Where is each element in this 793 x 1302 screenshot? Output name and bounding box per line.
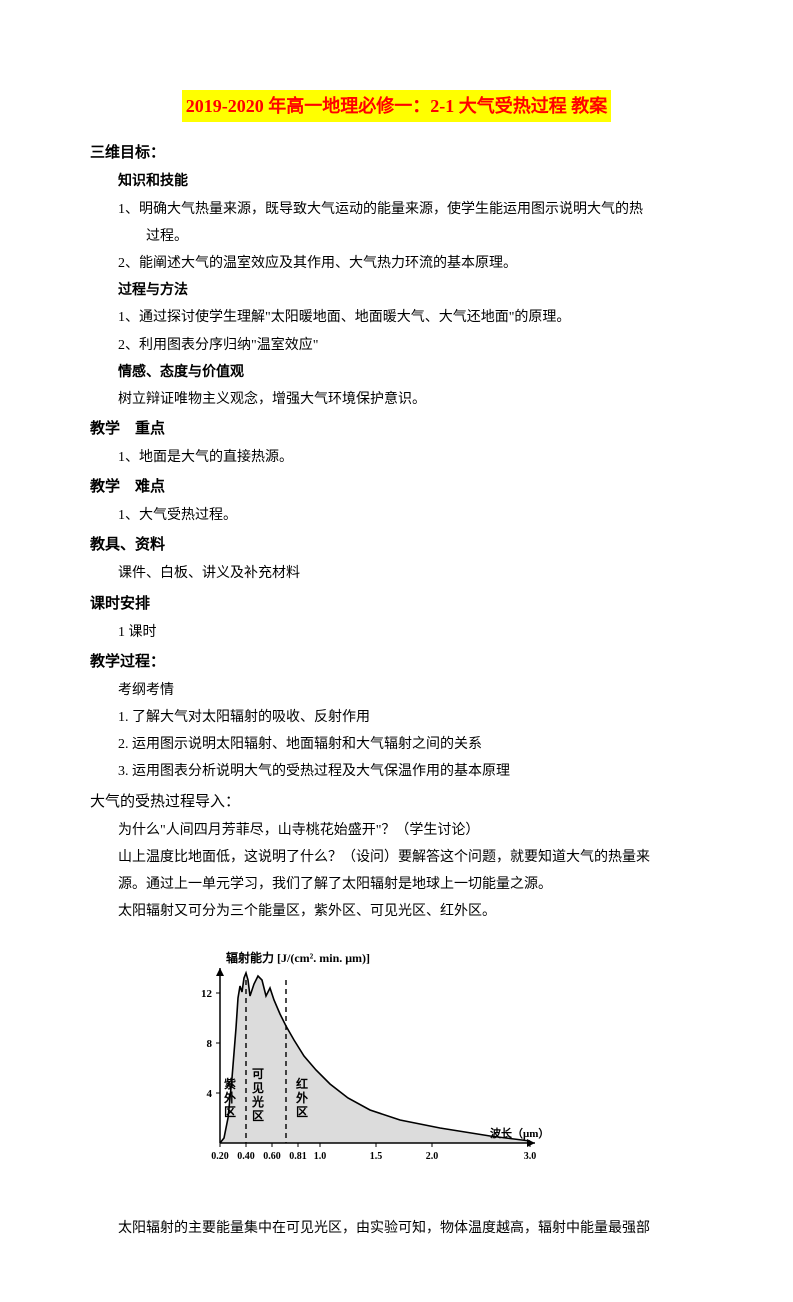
- body-line: 2、能阐述大气的温室效应及其作用、大气热力环流的基本原理。: [90, 251, 703, 276]
- svg-text:区: 区: [296, 1105, 308, 1119]
- heading-intro: 大气的受热过程导入：: [90, 789, 703, 816]
- body-line: 过程。: [90, 224, 703, 249]
- svg-text:红: 红: [296, 1076, 308, 1091]
- svg-text:1.5: 1.5: [370, 1151, 383, 1162]
- body-line: 1、明确大气热量来源，既导致大气运动的能量来源，使学生能运用图示说明大气的热: [90, 197, 703, 222]
- svg-text:1.0: 1.0: [314, 1151, 327, 1162]
- svg-text:2.0: 2.0: [426, 1151, 439, 1162]
- heading-schedule: 课时安排: [90, 591, 703, 618]
- body-line: 课件、白板、讲义及补充材料: [90, 561, 703, 586]
- body-line: 树立辩证唯物主义观念，增强大气环境保护意识。: [90, 387, 703, 412]
- svg-text:12: 12: [201, 988, 213, 1000]
- body-line: 考纲考情: [90, 678, 703, 703]
- body-line: 源。通过上一单元学习，我们了解了太阳辐射是地球上一切能量之源。: [90, 872, 703, 897]
- title-row: 2019-2020 年高一地理必修一：2-1 大气受热过程 教案: [90, 90, 703, 132]
- svg-text:外: 外: [296, 1090, 308, 1105]
- subheading-process: 过程与方法: [90, 278, 703, 303]
- svg-text:区: 区: [224, 1105, 236, 1119]
- body-line: 太阳辐射又可分为三个能量区，紫外区、可见光区、红外区。: [90, 899, 703, 924]
- svg-text:辐射能力 [J/(cm². min. μm)]: 辐射能力 [J/(cm². min. μm)]: [226, 950, 370, 965]
- footer-line: 太阳辐射的主要能量集中在可见光区，由实验可知，物体温度越高，辐射中能量最强部: [90, 1216, 703, 1241]
- svg-text:外: 外: [224, 1090, 236, 1105]
- heading-goals: 三维目标：: [90, 140, 703, 167]
- svg-text:波长（μm）: 波长（μm）: [490, 1126, 549, 1140]
- body-line: 1 课时: [90, 620, 703, 645]
- svg-text:0.20: 0.20: [211, 1151, 229, 1162]
- svg-text:8: 8: [207, 1038, 213, 1050]
- spectrum-chart: 4 8 12 0.20 0.40 0.60 0.81 1.0 1.5 2.0 3.0 辐射能力 [J/…: [90, 938, 703, 1198]
- svg-text:紫: 紫: [224, 1076, 236, 1091]
- svg-text:0.60: 0.60: [263, 1151, 281, 1162]
- svg-text:可: 可: [252, 1067, 264, 1081]
- body-line: 3. 运用图表分析说明大气的受热过程及大气保温作用的基本原理: [90, 759, 703, 784]
- svg-text:见: 见: [252, 1081, 264, 1095]
- page-title: 2019-2020 年高一地理必修一：2-1 大气受热过程 教案: [182, 90, 612, 122]
- svg-text:0.81: 0.81: [289, 1151, 307, 1162]
- svg-text:3.0: 3.0: [524, 1151, 537, 1162]
- body-line: 为什么"人间四月芳菲尽，山寺桃花始盛开"？（学生讨论）: [90, 818, 703, 843]
- body-line: 1、通过探讨使学生理解"太阳暖地面、地面暖大气、大气还地面"的原理。: [90, 305, 703, 330]
- svg-text:4: 4: [207, 1088, 213, 1100]
- body-line: 2、利用图表分序归纳"温室效应": [90, 333, 703, 358]
- subheading-values: 情感、态度与价值观: [90, 360, 703, 385]
- body-line: 1、大气受热过程。: [90, 503, 703, 528]
- svg-text:光: 光: [251, 1094, 264, 1109]
- body-line: 2. 运用图示说明太阳辐射、地面辐射和大气辐射之间的关系: [90, 732, 703, 757]
- heading-difficulty: 教学 难点: [90, 474, 703, 501]
- body-line: 1. 了解大气对太阳辐射的吸收、反射作用: [90, 705, 703, 730]
- spectrum-svg: 4 8 12 0.20 0.40 0.60 0.81 1.0 1.5 2.0 3.0 辐射能力 [J/…: [190, 938, 550, 1198]
- body-line: 1、地面是大气的直接热源。: [90, 445, 703, 470]
- subheading-knowledge: 知识和技能: [90, 169, 703, 194]
- heading-materials: 教具、资料: [90, 532, 703, 559]
- heading-process-teach: 教学过程：: [90, 649, 703, 676]
- svg-text:区: 区: [252, 1109, 264, 1123]
- heading-keypoint: 教学 重点: [90, 416, 703, 443]
- body-line: 山上温度比地面低，这说明了什么？（设问）要解答这个问题，就要知道大气的热量来: [90, 845, 703, 870]
- svg-text:0.40: 0.40: [237, 1151, 255, 1162]
